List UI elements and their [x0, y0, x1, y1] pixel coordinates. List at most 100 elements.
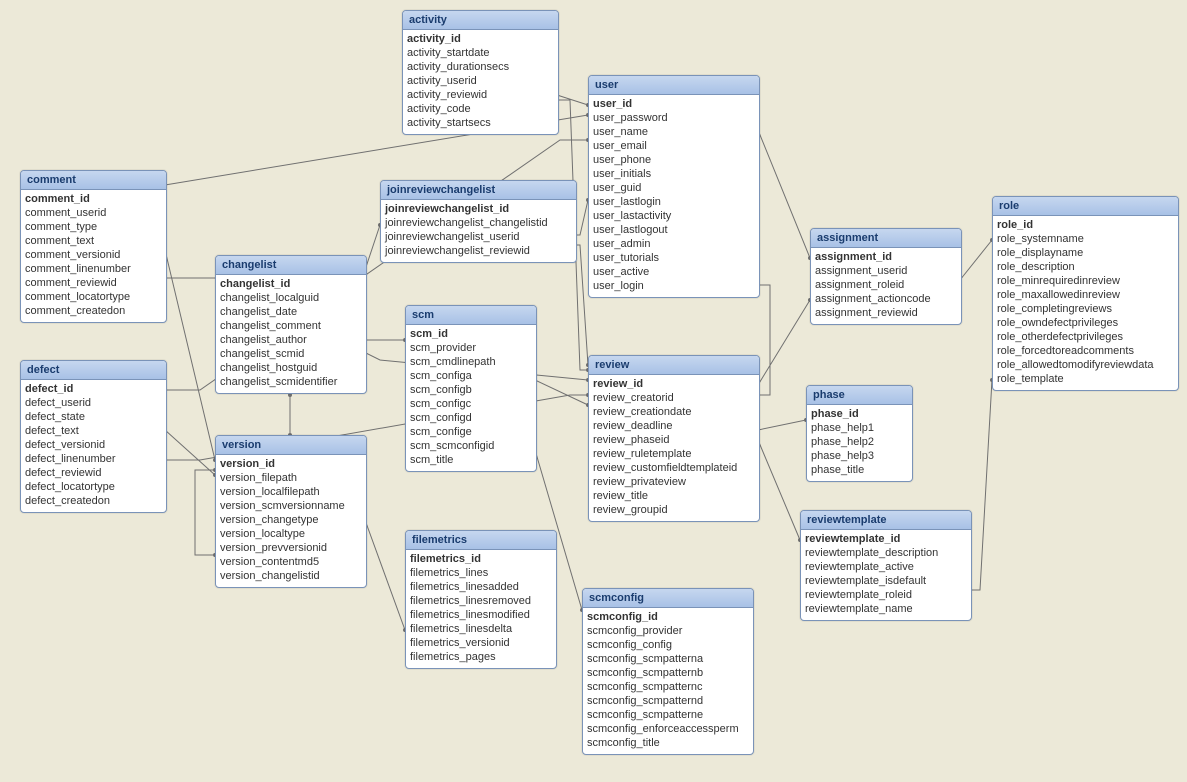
table-user[interactable]: useruser_iduser_passworduser_nameuser_em… [588, 75, 760, 298]
column-assignment-assignment_userid[interactable]: assignment_userid [815, 264, 957, 278]
column-role-role_description[interactable]: role_description [997, 260, 1174, 274]
column-scm-scm_id[interactable]: scm_id [410, 327, 532, 341]
column-joinreviewchangelist-joinreviewchangelist_changelistid[interactable]: joinreviewchangelist_changelistid [385, 216, 572, 230]
column-filemetrics-filemetrics_lines[interactable]: filemetrics_lines [410, 566, 552, 580]
column-role-role_forcedtoreadcomments[interactable]: role_forcedtoreadcomments [997, 344, 1174, 358]
column-defect-defect_state[interactable]: defect_state [25, 410, 162, 424]
column-scm-scm_confige[interactable]: scm_confige [410, 425, 532, 439]
column-user-user_password[interactable]: user_password [593, 111, 755, 125]
column-filemetrics-filemetrics_linesmodified[interactable]: filemetrics_linesmodified [410, 608, 552, 622]
column-scm-scm_configc[interactable]: scm_configc [410, 397, 532, 411]
column-user-user_email[interactable]: user_email [593, 139, 755, 153]
column-defect-defect_reviewid[interactable]: defect_reviewid [25, 466, 162, 480]
column-activity-activity_code[interactable]: activity_code [407, 102, 554, 116]
table-header-filemetrics[interactable]: filemetrics [406, 531, 556, 550]
column-reviewtemplate-reviewtemplate_name[interactable]: reviewtemplate_name [805, 602, 967, 616]
column-role-role_allowedtomodifyreviewdata[interactable]: role_allowedtomodifyreviewdata [997, 358, 1174, 372]
table-header-reviewtemplate[interactable]: reviewtemplate [801, 511, 971, 530]
column-phase-phase_help3[interactable]: phase_help3 [811, 449, 908, 463]
column-changelist-changelist_scmid[interactable]: changelist_scmid [220, 347, 362, 361]
table-joinreviewchangelist[interactable]: joinreviewchangelist joinreviewchangelist… [380, 180, 577, 263]
column-version-version_changelistid[interactable]: version_changelistid [220, 569, 362, 583]
column-version-version_localfilepath[interactable]: version_localfilepath [220, 485, 362, 499]
column-scmconfig-scmconfig_id[interactable]: scmconfig_id [587, 610, 749, 624]
column-comment-comment_text[interactable]: comment_text [25, 234, 162, 248]
table-assignment[interactable]: assignmentassignment_idassignment_userid… [810, 228, 962, 325]
column-joinreviewchangelist-joinreviewchangelist_reviewid[interactable]: joinreviewchangelist_reviewid [385, 244, 572, 258]
column-scmconfig-scmconfig_title[interactable]: scmconfig_title [587, 736, 749, 750]
column-scm-scm_configb[interactable]: scm_configb [410, 383, 532, 397]
table-comment[interactable]: commentcomment_idcomment_useridcomment_t… [20, 170, 167, 323]
column-review-review_phaseid[interactable]: review_phaseid [593, 433, 755, 447]
table-version[interactable]: versionversion_idversion_filepathversion… [215, 435, 367, 588]
column-scm-scm_cmdlinepath[interactable]: scm_cmdlinepath [410, 355, 532, 369]
table-header-scm[interactable]: scm [406, 306, 536, 325]
column-scmconfig-scmconfig_scmpatternd[interactable]: scmconfig_scmpatternd [587, 694, 749, 708]
column-defect-defect_versionid[interactable]: defect_versionid [25, 438, 162, 452]
table-header-defect[interactable]: defect [21, 361, 166, 380]
column-role-role_maxallowedinreview[interactable]: role_maxallowedinreview [997, 288, 1174, 302]
column-user-user_lastlogin[interactable]: user_lastlogin [593, 195, 755, 209]
column-role-role_id[interactable]: role_id [997, 218, 1174, 232]
column-changelist-changelist_author[interactable]: changelist_author [220, 333, 362, 347]
column-scm-scm_scmconfigid[interactable]: scm_scmconfigid [410, 439, 532, 453]
table-defect[interactable]: defectdefect_iddefect_useriddefect_state… [20, 360, 167, 513]
column-scmconfig-scmconfig_scmpatterna[interactable]: scmconfig_scmpatterna [587, 652, 749, 666]
table-activity[interactable]: activityactivity_idactivity_startdateact… [402, 10, 559, 135]
column-review-review_customfieldtemplateid[interactable]: review_customfieldtemplateid [593, 461, 755, 475]
column-scm-scm_configd[interactable]: scm_configd [410, 411, 532, 425]
table-role[interactable]: rolerole_idrole_systemnamerole_displayna… [992, 196, 1179, 391]
column-changelist-changelist_scmidentifier[interactable]: changelist_scmidentifier [220, 375, 362, 389]
table-header-role[interactable]: role [993, 197, 1178, 216]
table-review[interactable]: reviewreview_idreview_creatoridreview_cr… [588, 355, 760, 522]
column-changelist-changelist_comment[interactable]: changelist_comment [220, 319, 362, 333]
column-version-version_localtype[interactable]: version_localtype [220, 527, 362, 541]
column-comment-comment_locatortype[interactable]: comment_locatortype [25, 290, 162, 304]
column-comment-comment_id[interactable]: comment_id [25, 192, 162, 206]
column-activity-activity_userid[interactable]: activity_userid [407, 74, 554, 88]
column-role-role_otherdefectprivileges[interactable]: role_otherdefectprivileges [997, 330, 1174, 344]
column-reviewtemplate-reviewtemplate_roleid[interactable]: reviewtemplate_roleid [805, 588, 967, 602]
column-changelist-changelist_localguid[interactable]: changelist_localguid [220, 291, 362, 305]
column-comment-comment_createdon[interactable]: comment_createdon [25, 304, 162, 318]
column-defect-defect_text[interactable]: defect_text [25, 424, 162, 438]
column-reviewtemplate-reviewtemplate_isdefault[interactable]: reviewtemplate_isdefault [805, 574, 967, 588]
table-header-phase[interactable]: phase [807, 386, 912, 405]
column-changelist-changelist_id[interactable]: changelist_id [220, 277, 362, 291]
column-assignment-assignment_reviewid[interactable]: assignment_reviewid [815, 306, 957, 320]
column-assignment-assignment_roleid[interactable]: assignment_roleid [815, 278, 957, 292]
column-assignment-assignment_actioncode[interactable]: assignment_actioncode [815, 292, 957, 306]
column-scm-scm_provider[interactable]: scm_provider [410, 341, 532, 355]
column-filemetrics-filemetrics_pages[interactable]: filemetrics_pages [410, 650, 552, 664]
column-changelist-changelist_hostguid[interactable]: changelist_hostguid [220, 361, 362, 375]
column-comment-comment_userid[interactable]: comment_userid [25, 206, 162, 220]
column-role-role_systemname[interactable]: role_systemname [997, 232, 1174, 246]
table-header-version[interactable]: version [216, 436, 366, 455]
column-filemetrics-filemetrics_linesremoved[interactable]: filemetrics_linesremoved [410, 594, 552, 608]
column-changelist-changelist_date[interactable]: changelist_date [220, 305, 362, 319]
column-user-user_login[interactable]: user_login [593, 279, 755, 293]
column-role-role_completingreviews[interactable]: role_completingreviews [997, 302, 1174, 316]
column-joinreviewchangelist-joinreviewchangelist_id[interactable]: joinreviewchangelist_id [385, 202, 572, 216]
column-defect-defect_userid[interactable]: defect_userid [25, 396, 162, 410]
column-activity-activity_reviewid[interactable]: activity_reviewid [407, 88, 554, 102]
table-filemetrics[interactable]: filemetricsfilemetrics_idfilemetrics_lin… [405, 530, 557, 669]
column-review-review_id[interactable]: review_id [593, 377, 755, 391]
column-user-user_active[interactable]: user_active [593, 265, 755, 279]
column-user-user_guid[interactable]: user_guid [593, 181, 755, 195]
column-role-role_template[interactable]: role_template [997, 372, 1174, 386]
column-scmconfig-scmconfig_scmpatternc[interactable]: scmconfig_scmpatternc [587, 680, 749, 694]
table-header-joinreviewchangelist[interactable]: joinreviewchangelist [381, 181, 576, 200]
column-review-review_title[interactable]: review_title [593, 489, 755, 503]
column-version-version_scmversionname[interactable]: version_scmversionname [220, 499, 362, 513]
column-phase-phase_help1[interactable]: phase_help1 [811, 421, 908, 435]
column-scmconfig-scmconfig_provider[interactable]: scmconfig_provider [587, 624, 749, 638]
column-comment-comment_versionid[interactable]: comment_versionid [25, 248, 162, 262]
column-scmconfig-scmconfig_config[interactable]: scmconfig_config [587, 638, 749, 652]
column-defect-defect_locatortype[interactable]: defect_locatortype [25, 480, 162, 494]
column-defect-defect_linenumber[interactable]: defect_linenumber [25, 452, 162, 466]
table-phase[interactable]: phasephase_idphase_help1phase_help2phase… [806, 385, 913, 482]
column-comment-comment_linenumber[interactable]: comment_linenumber [25, 262, 162, 276]
column-phase-phase_help2[interactable]: phase_help2 [811, 435, 908, 449]
column-version-version_filepath[interactable]: version_filepath [220, 471, 362, 485]
